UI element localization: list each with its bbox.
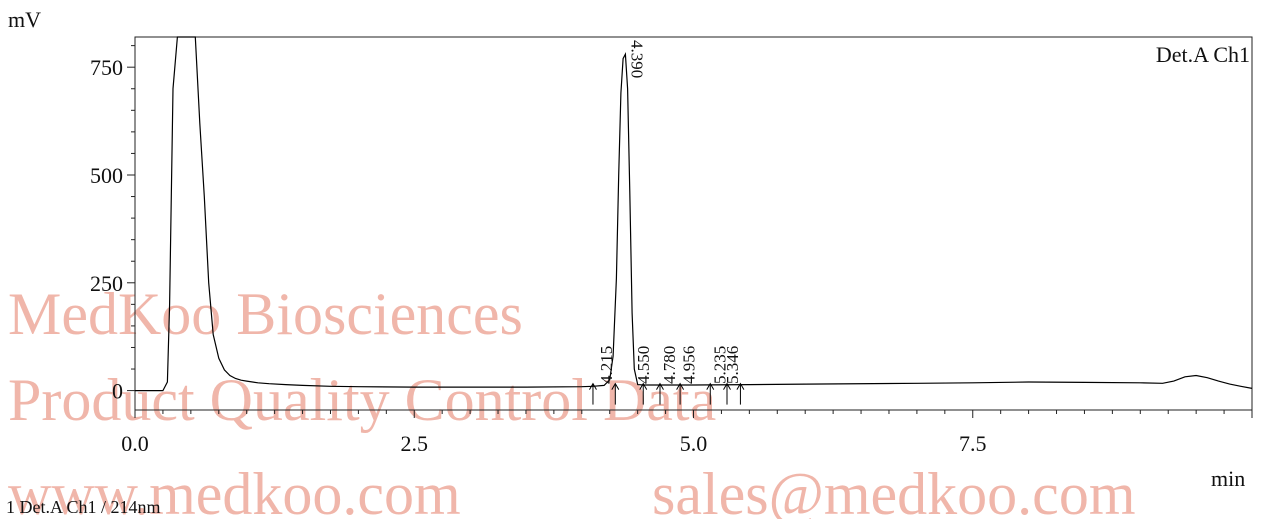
- y-tick-label: 500: [90, 163, 123, 188]
- integration-marker: [589, 382, 597, 405]
- integration-marker: [656, 382, 664, 405]
- x-axis-unit-label: min: [1211, 466, 1245, 491]
- x-axis: 0.0 2.5 5.0 7.5: [121, 410, 1253, 456]
- watermark-line-1: MedKoo Biosciences: [8, 281, 523, 347]
- integration-marker: [706, 382, 715, 405]
- peak-label: 4.215: [597, 346, 616, 384]
- peak-label: 4.390: [627, 40, 646, 78]
- integration-marker: [611, 382, 620, 405]
- peak-label: 4.550: [634, 346, 653, 384]
- y-tick-label: 750: [90, 55, 123, 80]
- peak-label: 5.346: [723, 346, 742, 384]
- legend-label: Det.A Ch1: [1156, 42, 1250, 67]
- peak-label: 4.956: [680, 346, 699, 384]
- x-tick-label: 0.0: [121, 431, 149, 456]
- footer-label: 1 Det.A Ch1 / 214nm: [6, 497, 161, 517]
- y-tick-label: 0: [112, 379, 123, 404]
- x-tick-label: 2.5: [401, 431, 429, 456]
- integration-marker: [676, 382, 685, 405]
- integration-marker: [736, 382, 745, 405]
- peak-label: 4.780: [660, 346, 679, 384]
- watermark-line-3b: sales@medkoo.com: [652, 461, 1136, 519]
- watermark-line-2: Product Quality Control Data: [8, 367, 716, 433]
- series-trace: [135, 36, 1253, 392]
- y-axis: 0 250 500 750: [90, 45, 135, 404]
- x-tick-label: 7.5: [959, 431, 987, 456]
- y-tick-label: 250: [90, 271, 123, 296]
- integration-marker: [723, 382, 731, 405]
- watermark: MedKoo Biosciences Product Quality Contr…: [8, 281, 1136, 519]
- peak-label: 5.235: [711, 346, 730, 384]
- x-tick-label: 5.0: [680, 431, 708, 456]
- watermark-line-3a: www.medkoo.com: [8, 461, 461, 519]
- integration-markers: [589, 382, 745, 405]
- integration-marker: [639, 382, 648, 405]
- y-axis-unit-label: mV: [8, 7, 41, 32]
